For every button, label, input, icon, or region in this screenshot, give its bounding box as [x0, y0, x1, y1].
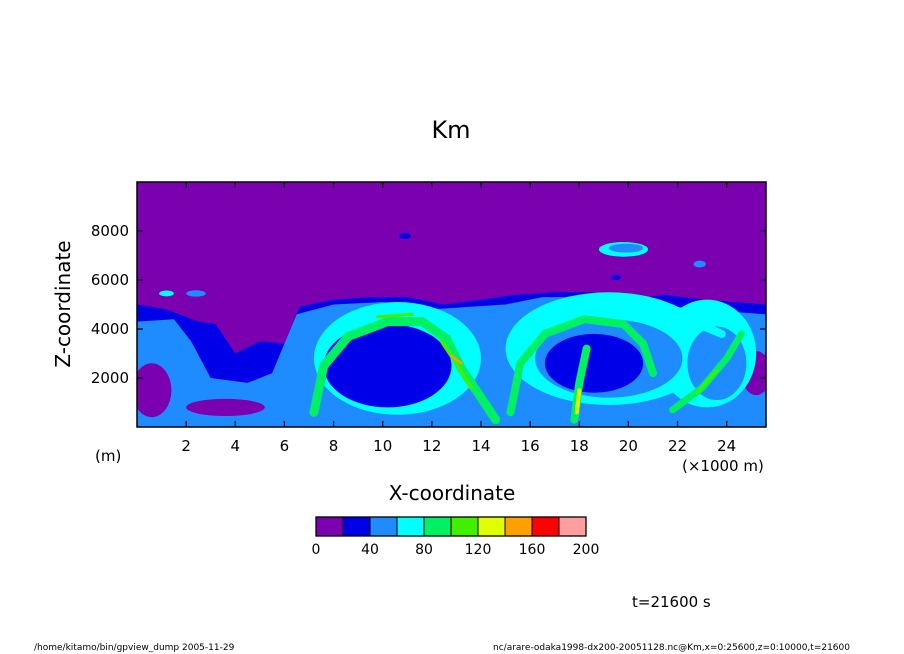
chart-title: Km: [431, 116, 470, 144]
contour-peak-160: [450, 354, 463, 365]
time-label: t=21600 s: [632, 593, 711, 611]
contour-low-left: [137, 363, 172, 418]
colorbar-swatch: [342, 516, 371, 537]
y-tick-label: 4000: [91, 320, 129, 338]
x-axis: 2 4 6 8 10 12 14 16 18 20 22 24: [181, 182, 736, 455]
x-tick-label: 12: [422, 437, 441, 455]
colorbar-swatch: [450, 516, 479, 537]
contour-speck-1: [159, 290, 174, 297]
colorbar-swatch: [558, 516, 587, 537]
contour-upper-right-80: [663, 305, 726, 338]
contour-core-column-140: [574, 388, 582, 415]
x-tick-label: 24: [717, 437, 736, 455]
colorbar-swatch: [504, 516, 533, 537]
x-tick-label: 2: [181, 437, 191, 455]
contour-upper-blob-core: [608, 243, 644, 253]
colorbar-swatch: [531, 516, 560, 537]
y-tick-label: 8000: [91, 222, 129, 240]
colorbar-swatch: [477, 516, 506, 537]
y-tick-label: 2000: [91, 369, 129, 387]
contour-low-bottom: [186, 398, 265, 416]
footer-left: /home/kitamo/bin/gpview_dump 2005-11-29: [34, 643, 235, 653]
colorbar-tick-label: 40: [361, 542, 379, 558]
x-tick-label: 20: [619, 437, 638, 455]
x-tick-label: 14: [471, 437, 490, 455]
contour-speck-2: [186, 290, 206, 297]
colorbar-frame: [315, 516, 587, 537]
colorbar-tick-label: 200: [573, 542, 600, 558]
y-axis: 2000 4000 6000 8000: [91, 222, 766, 387]
x-unit-label: (×1000 m): [682, 457, 764, 475]
x-tick-label: 22: [668, 437, 687, 455]
colorbar-tick-label: 120: [465, 542, 492, 558]
contour-arc-right-100: [506, 315, 657, 417]
colorbar-tick-label: 160: [519, 542, 546, 558]
x-tick-label: 16: [521, 437, 540, 455]
x-tick-label: 4: [231, 437, 241, 455]
x-tick-label: 10: [373, 437, 392, 455]
contour-field: [137, 232, 766, 427]
colorbar-swatch: [369, 516, 398, 537]
colorbar-swatch: [423, 516, 452, 537]
colorbar-tick-label: 80: [415, 542, 433, 558]
plot-area: [137, 182, 766, 427]
contour-eddy-left-core: [323, 324, 452, 408]
colorbar-tick-label: 0: [312, 542, 321, 558]
colorbar: 0 40 80 120 160 200: [312, 516, 600, 558]
contour-speck-4: [693, 260, 706, 268]
colorbar-swatch: [315, 516, 344, 537]
x-tick-label: 18: [570, 437, 589, 455]
y-axis-label: Z-coordinate: [51, 240, 75, 367]
contour-core-top-120: [376, 312, 414, 319]
contour-core-right-120: [695, 369, 719, 395]
footer-right: nc/arare-odaka1998-dx200-20051128.nc@Km,…: [493, 643, 850, 653]
y-tick-label: 6000: [91, 271, 129, 289]
x-axis-label: X-coordinate: [389, 481, 516, 505]
y-unit-label: (m): [95, 447, 121, 465]
contour-core-left-120: [439, 339, 474, 390]
x-tick-label: 8: [329, 437, 339, 455]
colorbar-swatch: [396, 516, 425, 537]
contour-arc-left-100: [309, 317, 501, 425]
x-tick-label: 6: [280, 437, 290, 455]
plot-frame: [136, 181, 767, 428]
contour-eddy-right-core: [544, 333, 644, 393]
contour-speck-5: [611, 275, 622, 280]
contour-speck-3: [398, 232, 411, 239]
